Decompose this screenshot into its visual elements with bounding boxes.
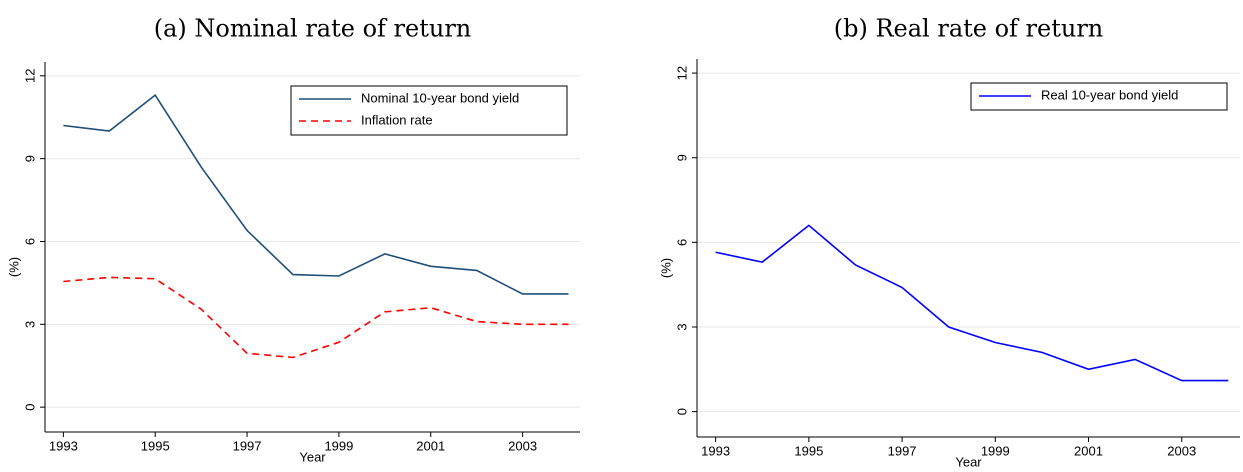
x-tick-label: 1993 <box>49 438 78 453</box>
chart-panel: (a) Nominal rate of return 0 3 6 9 12 1993 1995… <box>6 15 580 464</box>
x-tick-label: 2001 <box>416 438 445 453</box>
x-tick-label: 1997 <box>888 443 917 458</box>
chart-title: (a) Nominal rate of return <box>154 15 472 43</box>
x-tick-label: 2001 <box>1074 443 1103 458</box>
y-tick-label: 0 <box>22 404 37 411</box>
series-line <box>715 224 1229 382</box>
legend-label: Real 10-year bond yield <box>1041 87 1178 102</box>
y-tick-label: 6 <box>674 239 689 246</box>
series-line <box>63 276 569 359</box>
y-axis-label: (%) <box>658 258 673 278</box>
x-tick-label: 2003 <box>1167 443 1196 458</box>
legend-label: Nominal 10-year bond yield <box>361 90 519 105</box>
y-tick-label: 3 <box>674 323 689 330</box>
y-tick-label: 3 <box>22 321 37 328</box>
legend: Real 10-year bond yield <box>970 82 1228 111</box>
legend-label: Inflation rate <box>361 112 433 127</box>
legend: Nominal 10-year bond yield Inflation rate <box>290 85 568 136</box>
x-axis-label: Year <box>299 449 326 464</box>
y-tick-label: 12 <box>22 69 37 83</box>
series-line <box>63 93 569 295</box>
x-tick-label: 2003 <box>508 438 537 453</box>
y-tick-label: 12 <box>674 66 689 80</box>
x-tick-label: 1997 <box>233 438 262 453</box>
chart-title: (b) Real rate of return <box>834 15 1104 43</box>
x-tick-label: 1995 <box>794 443 823 458</box>
y-tick-label: 6 <box>22 238 37 245</box>
y-tick-label: 9 <box>22 155 37 162</box>
y-axis-label: (%) <box>6 257 21 277</box>
chart-panel: (b) Real rate of return 0 3 6 9 12 1993 1995 199… <box>658 15 1240 469</box>
x-tick-label: 1993 <box>701 443 730 458</box>
x-tick-label: 1995 <box>141 438 170 453</box>
x-axis-label: Year <box>955 454 982 469</box>
x-tick-label: 1999 <box>324 438 353 453</box>
legend-box <box>290 85 568 136</box>
y-tick-label: 9 <box>674 154 689 161</box>
x-tick-label: 1999 <box>981 443 1010 458</box>
y-tick-label: 0 <box>674 408 689 415</box>
